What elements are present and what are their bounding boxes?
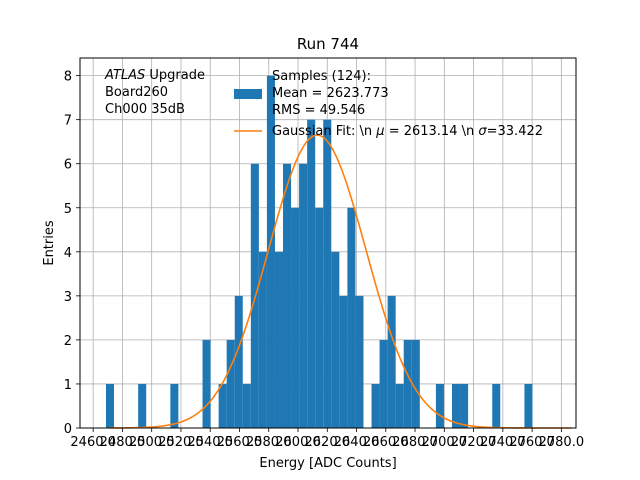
histogram-bar xyxy=(460,383,469,428)
x-tick-label: 2540.0 xyxy=(187,435,233,450)
x-axis-label: Energy [ADC Counts] xyxy=(259,456,396,471)
x-tick-label: 2680.0 xyxy=(392,435,438,450)
x-tick-label: 2780.0 xyxy=(539,435,585,450)
annotation-italic: ATLAS xyxy=(104,68,145,83)
histogram-bar xyxy=(323,119,332,429)
legend-fit-text: =33.422 xyxy=(487,124,543,139)
legend-samples-line: Mean = 2623.773 xyxy=(272,86,389,101)
y-tick-label: 5 xyxy=(64,202,72,217)
atlas-annotation: ATLAS Upgrade Board260 Ch000 35dB xyxy=(104,68,205,117)
histogram-bar xyxy=(202,339,211,428)
chart-title: Run 744 xyxy=(297,35,359,53)
histogram-bar xyxy=(283,163,292,428)
y-tick-label: 7 xyxy=(64,114,72,129)
histogram-bar xyxy=(266,75,275,428)
y-tick-label: 0 xyxy=(64,422,72,437)
histogram-bar xyxy=(307,119,316,429)
x-tick-label: 2700.0 xyxy=(422,435,468,450)
x-tick-label: 2560.0 xyxy=(217,435,263,450)
y-tick-label: 2 xyxy=(64,334,72,349)
plot-frame xyxy=(79,57,577,429)
x-tick-label: 2480.0 xyxy=(100,435,146,450)
histogram-bar xyxy=(395,383,404,428)
histogram-bar xyxy=(331,251,340,428)
x-tick-label: 2580.0 xyxy=(246,435,292,450)
histogram-bar xyxy=(411,339,420,428)
annotation-line: ATLAS Upgrade xyxy=(104,68,205,83)
histogram-bar xyxy=(170,383,179,428)
annotation-line: Board260 xyxy=(105,85,168,100)
histogram-bar xyxy=(387,295,396,428)
histogram-bar xyxy=(291,207,300,428)
annotation-line: Ch000 35dB xyxy=(105,102,185,117)
x-tick-label: 2760.0 xyxy=(509,435,555,450)
y-tick-label: 8 xyxy=(64,70,72,85)
histogram-bar xyxy=(258,251,267,428)
annotation-rest: Upgrade xyxy=(145,68,205,83)
histogram-bar xyxy=(299,163,308,428)
y-tick-label: 3 xyxy=(64,290,72,305)
histogram-bar xyxy=(371,383,380,428)
histogram-bar xyxy=(218,383,227,428)
histogram-bar xyxy=(315,207,324,428)
x-tick-label: 2740.0 xyxy=(480,435,526,450)
histogram-bar xyxy=(435,383,444,428)
y-tick-label: 4 xyxy=(64,246,72,261)
x-tick-label: 2640.0 xyxy=(334,435,380,450)
histogram-bar xyxy=(403,339,412,428)
histogram-bar xyxy=(234,295,243,428)
y-tick-label: 6 xyxy=(64,158,72,173)
y-tick-label: 1 xyxy=(64,378,72,393)
histogram-bar xyxy=(105,383,115,428)
histogram-bar xyxy=(379,339,388,428)
x-tick-label: 2500.0 xyxy=(129,435,175,450)
y-axis-ticks: 0 1 2 3 4 5 6 7 8 xyxy=(64,70,80,437)
histogram-bar xyxy=(226,339,235,428)
histogram-bar xyxy=(274,251,284,428)
x-tick-label: 2720.0 xyxy=(451,435,497,450)
x-tick-label: 2660.0 xyxy=(363,435,409,450)
legend-samples-line: Samples (124): xyxy=(272,69,371,84)
histogram-bar xyxy=(524,383,533,428)
histogram-bar xyxy=(347,207,356,428)
legend: Samples (124): Mean = 2623.773 RMS = 49.… xyxy=(234,69,543,139)
histogram-bar xyxy=(138,383,147,428)
histogram-bars xyxy=(105,75,533,429)
x-tick-label: 2600.0 xyxy=(275,435,321,450)
histogram-bar xyxy=(452,383,461,428)
legend-patch-samples xyxy=(234,89,262,99)
legend-fit-text: Gaussian Fit: \n xyxy=(272,124,376,139)
legend-greek-symbol: σ xyxy=(478,124,487,139)
annotation-rest: Board260 xyxy=(105,85,168,100)
histogram-bar xyxy=(355,295,364,428)
legend-greek-symbol: μ xyxy=(375,124,384,139)
histogram-bar xyxy=(492,383,501,428)
histogram-bar xyxy=(339,295,348,428)
annotation-rest: Ch000 35dB xyxy=(105,102,185,117)
y-axis-label: Entries xyxy=(42,220,57,266)
legend-fit-text: = 2613.14 \n xyxy=(385,124,479,139)
legend-fit-label: Gaussian Fit: \n μ = 2613.14 \n σ=33.422 xyxy=(272,124,543,139)
histogram-bar xyxy=(242,383,251,428)
x-tick-label: 2460.0 xyxy=(70,435,116,450)
x-tick-label: 2620.0 xyxy=(305,435,351,450)
x-axis-ticks: 2460.02480.02500.02520.02540.02560.02580… xyxy=(70,428,584,450)
legend-samples-line: RMS = 49.546 xyxy=(272,103,365,118)
x-tick-label: 2520.0 xyxy=(158,435,204,450)
